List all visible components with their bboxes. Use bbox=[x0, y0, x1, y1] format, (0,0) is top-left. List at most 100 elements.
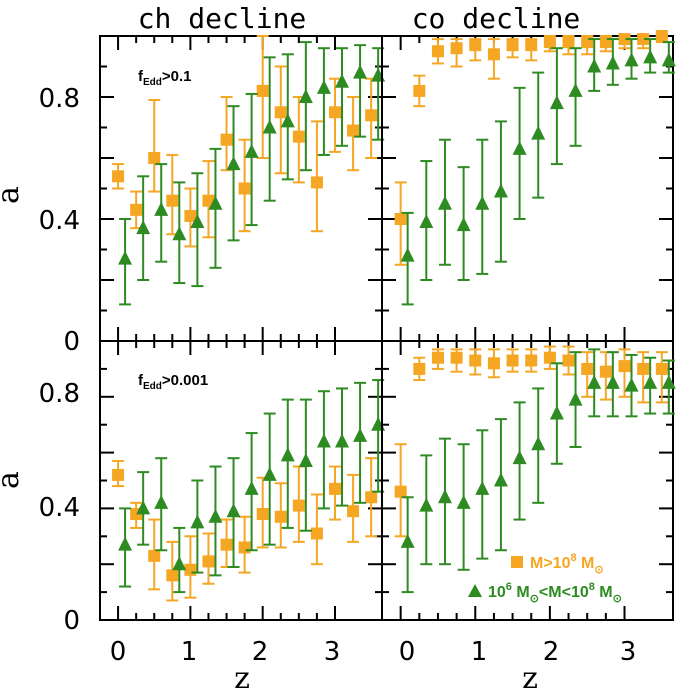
data-point-green bbox=[244, 480, 259, 495]
data-point-orange bbox=[238, 182, 251, 195]
data-point-orange bbox=[581, 362, 594, 375]
x-tick-label: 0 bbox=[110, 637, 127, 667]
data-point-green bbox=[190, 214, 205, 229]
data-point-orange bbox=[256, 507, 269, 520]
y-tick-label: 0 bbox=[63, 606, 80, 636]
data-point-green bbox=[226, 503, 241, 518]
data-point-orange bbox=[487, 357, 500, 370]
legend-marker-green bbox=[468, 584, 482, 597]
x-tick-label: 0 bbox=[399, 637, 416, 667]
data-point-orange bbox=[562, 354, 575, 367]
data-point-green bbox=[190, 514, 205, 529]
data-point-green bbox=[353, 64, 368, 79]
data-point-green bbox=[335, 73, 349, 88]
data-point-orange bbox=[450, 42, 463, 55]
data-point-orange bbox=[599, 365, 612, 378]
data-point-orange bbox=[166, 569, 179, 582]
data-point-green bbox=[172, 226, 187, 241]
data-point-orange bbox=[274, 510, 287, 523]
y-axis-title-bottom: a bbox=[0, 471, 26, 489]
data-point-orange bbox=[543, 351, 556, 364]
y-tick-label: 0.4 bbox=[39, 206, 80, 236]
annotation-fedd-top: fEdd>0.1 bbox=[138, 68, 192, 88]
data-point-green bbox=[456, 494, 471, 509]
data-point-green bbox=[661, 374, 676, 389]
data-point-orange bbox=[637, 33, 650, 46]
data-point-green bbox=[437, 489, 452, 504]
data-point-green bbox=[400, 533, 415, 548]
y-axis-title-top: a bbox=[0, 186, 26, 204]
data-point-green bbox=[371, 67, 386, 82]
data-point-orange bbox=[310, 527, 323, 540]
data-point-orange bbox=[274, 106, 287, 119]
data-point-orange bbox=[292, 130, 305, 143]
x-tick-label: 2 bbox=[252, 637, 269, 667]
data-point-orange bbox=[655, 30, 668, 42]
data-point-green bbox=[118, 250, 133, 265]
x-axis-title-left: z bbox=[234, 661, 250, 692]
data-point-orange bbox=[148, 152, 161, 164]
data-point-green bbox=[316, 79, 331, 94]
data-point-green bbox=[136, 500, 151, 515]
data-point-orange bbox=[562, 36, 575, 49]
data-point-orange bbox=[525, 354, 538, 367]
x-tick-label: 1 bbox=[471, 637, 488, 667]
data-point-orange bbox=[365, 109, 378, 122]
data-point-orange bbox=[130, 203, 143, 216]
data-point-orange bbox=[292, 499, 305, 512]
x-tick-label: 2 bbox=[543, 637, 560, 667]
data-point-green bbox=[208, 508, 223, 523]
annotation-fedd-bottom: fEdd>0.001 bbox=[138, 372, 208, 392]
data-point-green bbox=[262, 119, 277, 134]
data-point-green bbox=[549, 405, 564, 420]
data-point-green bbox=[136, 220, 151, 235]
data-point-green bbox=[605, 374, 620, 389]
data-point-green bbox=[605, 55, 620, 70]
data-point-green bbox=[262, 466, 277, 481]
y-tick-label: 0.8 bbox=[39, 379, 80, 409]
data-point-orange bbox=[394, 213, 407, 225]
data-point-green bbox=[437, 195, 452, 210]
data-point-orange bbox=[130, 507, 143, 520]
data-point-orange bbox=[618, 360, 631, 373]
data-point-green bbox=[353, 427, 368, 442]
data-point-green bbox=[587, 58, 602, 73]
data-point-orange bbox=[347, 124, 360, 137]
data-point-orange bbox=[112, 468, 125, 481]
data-point-orange bbox=[220, 538, 233, 551]
data-point-green bbox=[208, 195, 223, 210]
data-point-orange bbox=[655, 362, 668, 375]
data-point-orange bbox=[394, 485, 407, 498]
x-tick-label: 3 bbox=[324, 637, 341, 667]
data-point-green bbox=[568, 391, 583, 406]
data-point-orange bbox=[618, 33, 631, 46]
x-axis-title-right: z bbox=[522, 661, 538, 692]
data-point-green bbox=[493, 472, 508, 487]
y-tick-label: 0.4 bbox=[39, 493, 80, 523]
data-point-orange bbox=[202, 194, 215, 207]
data-point-green bbox=[587, 374, 602, 389]
data-point-orange bbox=[202, 555, 215, 568]
data-point-orange bbox=[184, 563, 197, 576]
data-point-orange bbox=[506, 354, 519, 367]
data-point-orange bbox=[431, 351, 444, 364]
data-point-orange bbox=[310, 176, 323, 189]
data-point-orange bbox=[450, 351, 463, 364]
data-point-green bbox=[154, 494, 169, 509]
data-point-orange bbox=[413, 84, 426, 97]
data-point-green bbox=[118, 536, 133, 551]
data-point-green bbox=[172, 556, 187, 571]
data-point-orange bbox=[184, 209, 197, 222]
data-point-green bbox=[226, 156, 241, 171]
data-point-green bbox=[280, 113, 295, 128]
data-point-green bbox=[419, 214, 434, 229]
data-point-orange bbox=[431, 45, 444, 58]
data-point-green bbox=[154, 201, 169, 216]
data-point-orange bbox=[148, 549, 161, 562]
data-point-orange bbox=[365, 491, 378, 504]
data-point-green bbox=[643, 49, 658, 64]
panel-title-ch-decline: ch decline bbox=[138, 2, 307, 35]
data-point-green bbox=[624, 52, 639, 67]
data-point-green bbox=[512, 450, 527, 465]
